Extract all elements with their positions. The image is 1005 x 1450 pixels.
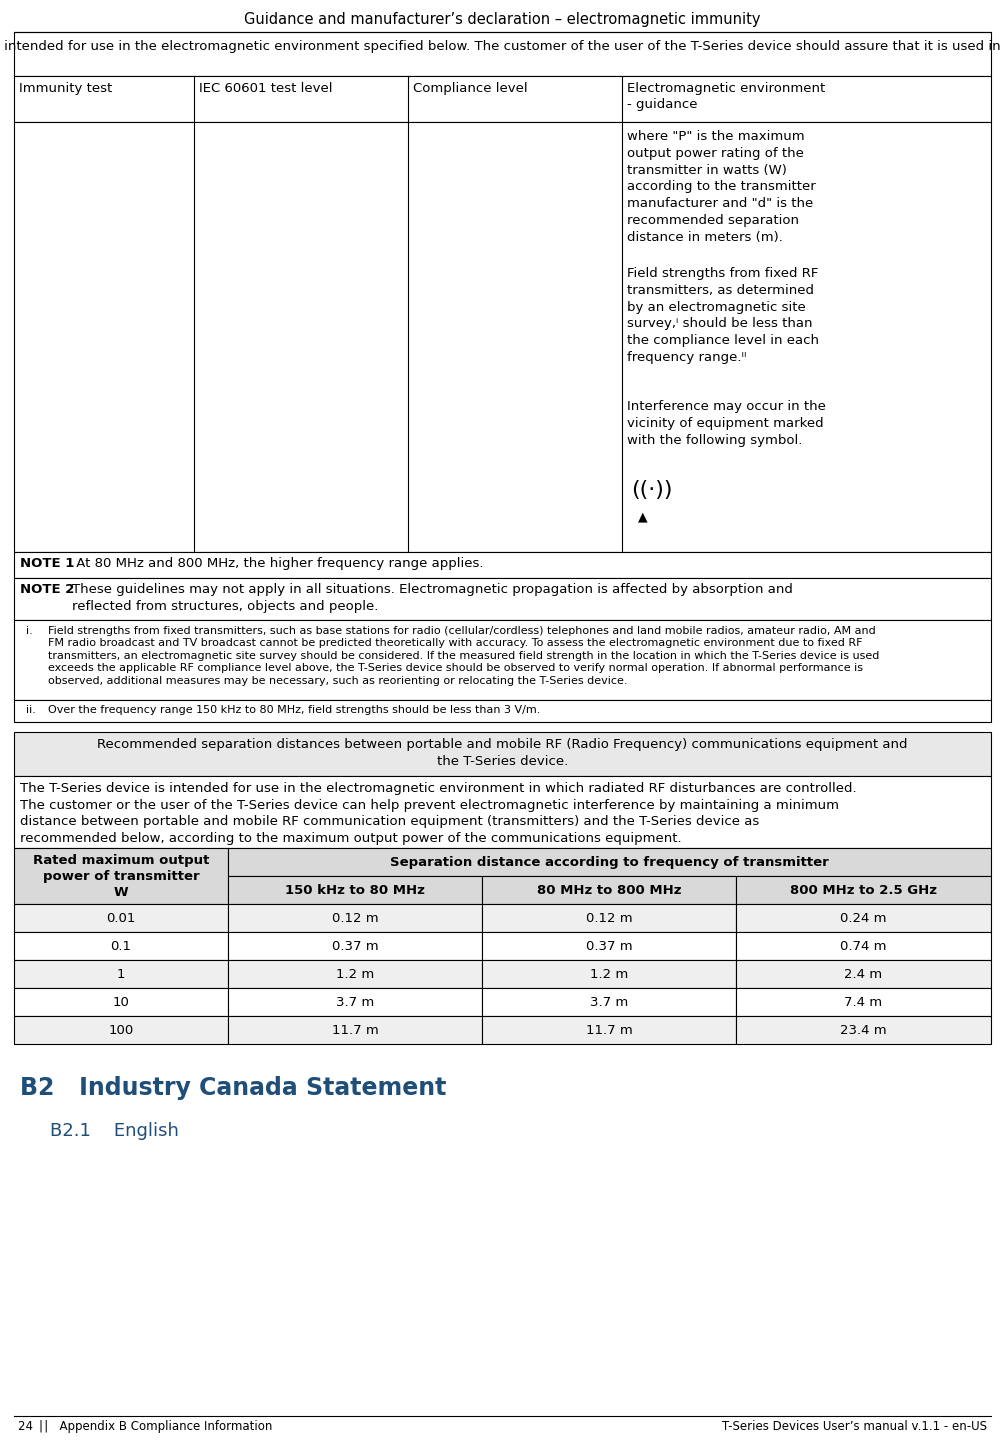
Bar xyxy=(14,552,991,579)
Text: 1: 1 xyxy=(117,967,126,980)
Text: 0.24 m: 0.24 m xyxy=(840,912,886,925)
Text: Separation distance according to frequency of transmitter: Separation distance according to frequen… xyxy=(390,856,829,869)
Bar xyxy=(14,122,991,552)
Text: 10: 10 xyxy=(113,996,130,1009)
Text: The T-Series device is intended for use in the electromagnetic environment speci: The T-Series device is intended for use … xyxy=(0,41,1005,54)
Bar xyxy=(228,876,482,903)
Bar xyxy=(228,960,482,987)
Text: 1.2 m: 1.2 m xyxy=(336,967,374,980)
Bar xyxy=(736,1016,991,1044)
Text: These guidelines may not apply in all situations. Electromagnetic propagation is: These guidelines may not apply in all si… xyxy=(72,583,793,612)
Text: Recommended separation distances between portable and mobile RF (Radio Frequency: Recommended separation distances between… xyxy=(97,738,908,767)
Bar xyxy=(14,987,228,1016)
Text: 0.01: 0.01 xyxy=(107,912,136,925)
Bar xyxy=(482,1016,736,1044)
Bar xyxy=(228,903,482,932)
Text: 3.7 m: 3.7 m xyxy=(590,996,628,1009)
Text: 0.37 m: 0.37 m xyxy=(332,940,378,953)
Bar xyxy=(14,732,991,776)
Bar xyxy=(736,876,991,903)
Bar xyxy=(228,848,991,876)
Text: 0.1: 0.1 xyxy=(111,940,132,953)
Bar xyxy=(14,621,991,700)
Text: 80 MHz to 800 MHz: 80 MHz to 800 MHz xyxy=(537,883,681,896)
Text: T-Series Devices User’s manual v.1.1 - en-US: T-Series Devices User’s manual v.1.1 - e… xyxy=(722,1420,987,1433)
Text: where "P" is the maximum
output power rating of the
transmitter in watts (W)
acc: where "P" is the maximum output power ra… xyxy=(627,130,816,244)
Bar xyxy=(482,932,736,960)
Text: NOTE 1: NOTE 1 xyxy=(20,557,74,570)
Text: 11.7 m: 11.7 m xyxy=(586,1024,632,1037)
Text: IEC 60601 test level: IEC 60601 test level xyxy=(199,83,333,96)
Text: 0.37 m: 0.37 m xyxy=(586,940,632,953)
Text: 3.7 m: 3.7 m xyxy=(336,996,374,1009)
Bar xyxy=(736,960,991,987)
Bar xyxy=(14,75,991,122)
Text: 23.4 m: 23.4 m xyxy=(840,1024,886,1037)
Text: 0.12 m: 0.12 m xyxy=(586,912,632,925)
Text: Electromagnetic environment
- guidance: Electromagnetic environment - guidance xyxy=(627,83,825,112)
Text: B2.1    English: B2.1 English xyxy=(50,1122,179,1140)
Text: Compliance level: Compliance level xyxy=(413,83,528,96)
Text: 2.4 m: 2.4 m xyxy=(844,967,882,980)
Bar xyxy=(228,1016,482,1044)
Bar xyxy=(482,903,736,932)
Bar xyxy=(736,987,991,1016)
Text: 150 kHz to 80 MHz: 150 kHz to 80 MHz xyxy=(285,883,425,896)
Text: 100: 100 xyxy=(109,1024,134,1037)
Text: 1.2 m: 1.2 m xyxy=(590,967,628,980)
Text: ((·)): ((·)) xyxy=(631,480,672,500)
Text: Over the frequency range 150 kHz to 80 MHz, field strengths should be less than : Over the frequency range 150 kHz to 80 M… xyxy=(48,705,541,715)
Text: 800 MHz to 2.5 GHz: 800 MHz to 2.5 GHz xyxy=(790,883,937,896)
Text: 7.4 m: 7.4 m xyxy=(844,996,882,1009)
Bar xyxy=(228,932,482,960)
Text: i.: i. xyxy=(26,626,33,637)
Text: 0.74 m: 0.74 m xyxy=(840,940,886,953)
Text: 0.12 m: 0.12 m xyxy=(332,912,378,925)
Bar xyxy=(14,1016,228,1044)
Bar xyxy=(14,848,228,903)
Bar xyxy=(736,903,991,932)
Bar xyxy=(736,932,991,960)
Text: Guidance and manufacturer’s declaration – electromagnetic immunity: Guidance and manufacturer’s declaration … xyxy=(244,12,761,28)
Bar xyxy=(228,987,482,1016)
Bar xyxy=(14,700,991,722)
Bar xyxy=(14,579,991,621)
Text: Field strengths from fixed transmitters, such as base stations for radio (cellul: Field strengths from fixed transmitters,… xyxy=(48,626,879,686)
Bar xyxy=(482,876,736,903)
Text: ▲: ▲ xyxy=(638,510,647,523)
Text: NOTE 2: NOTE 2 xyxy=(20,583,74,596)
Bar xyxy=(482,987,736,1016)
Text: 24   |   Appendix B Compliance Information: 24 | Appendix B Compliance Information xyxy=(18,1420,272,1433)
Text: B2   Industry Canada Statement: B2 Industry Canada Statement xyxy=(20,1076,446,1101)
Bar xyxy=(14,32,991,75)
Text: 11.7 m: 11.7 m xyxy=(332,1024,378,1037)
Text: ii.: ii. xyxy=(26,705,36,715)
Bar xyxy=(14,903,228,932)
Bar xyxy=(14,932,228,960)
Bar xyxy=(482,960,736,987)
Bar xyxy=(14,960,228,987)
Text: At 80 MHz and 800 MHz, the higher frequency range applies.: At 80 MHz and 800 MHz, the higher freque… xyxy=(72,557,483,570)
Text: Immunity test: Immunity test xyxy=(19,83,113,96)
Text: |: | xyxy=(38,1420,42,1433)
Text: Field strengths from fixed RF
transmitters, as determined
by an electromagnetic : Field strengths from fixed RF transmitte… xyxy=(627,267,819,364)
Text: Rated maximum output
power of transmitter
W: Rated maximum output power of transmitte… xyxy=(33,854,209,899)
Text: The T-Series device is intended for use in the electromagnetic environment in wh: The T-Series device is intended for use … xyxy=(20,782,856,844)
Text: Interference may occur in the
vicinity of equipment marked
with the following sy: Interference may occur in the vicinity o… xyxy=(627,400,826,447)
Bar xyxy=(14,776,991,848)
